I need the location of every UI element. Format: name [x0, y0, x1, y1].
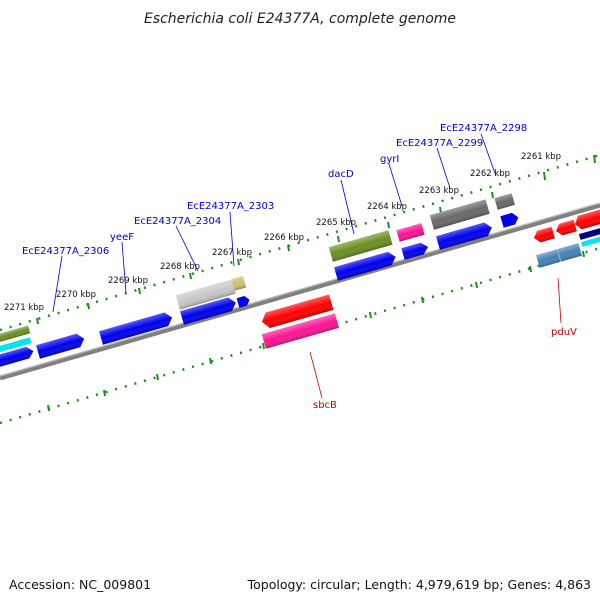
gene-label-ece-2306: EcE24377A_2306	[22, 246, 109, 257]
gene-ece-2299	[429, 199, 490, 230]
gene-navy-right	[578, 223, 600, 240]
kbp-label-2261: 2261 kbp	[521, 152, 561, 162]
gene-label-ece-2298: EcE24377A_2298	[440, 123, 527, 134]
gene-dacd	[328, 230, 393, 262]
kbp-label-2266: 2266 kbp	[264, 233, 304, 243]
kbp-label-2270: 2270 kbp	[56, 290, 96, 300]
gene-label-ece-2303: EcE24377A_2303	[187, 201, 274, 212]
gene-yeef	[99, 312, 173, 345]
gene-blue-2	[36, 333, 85, 359]
gene-left-cyan	[0, 337, 32, 358]
gene-blue-5	[401, 242, 428, 260]
gene-blue-3	[180, 297, 236, 325]
gene-blue-small-1	[236, 295, 250, 308]
gene-cyan-right	[581, 231, 600, 247]
gene-label-ece-2304: EcE24377A_2304	[134, 216, 221, 227]
kbp-label-2271: 2271 kbp	[4, 303, 44, 313]
gene-label-yeef: yeeF	[110, 232, 134, 243]
forward-strand-genes	[0, 193, 519, 368]
gene-ece-2303-khaki	[231, 275, 247, 291]
gene-pduv	[536, 243, 582, 268]
genome-summary-text: Topology: circular; Length: 4,979,619 bp…	[247, 577, 591, 592]
kbp-label-2262: 2262 kbp	[470, 169, 510, 179]
gene-red-right-1	[534, 226, 555, 243]
gene-label-dacd: dacD	[328, 169, 354, 180]
gene-red-right-2	[556, 219, 577, 236]
gene-gyri	[396, 223, 425, 242]
map-title: Escherichia coli E24377A, complete genom…	[144, 11, 456, 27]
gene-red-right-3	[575, 206, 600, 230]
gene-ece-2298	[494, 193, 515, 210]
reverse-strand-genes	[261, 206, 600, 349]
gene-label-ece-2299: EcE24377A_2299	[396, 138, 483, 149]
lower-tick-rail	[0, 246, 600, 425]
kbp-label-2265: 2265 kbp	[316, 218, 356, 228]
gene-label-gyri: gyrI	[380, 154, 399, 165]
kbp-label-2269: 2269 kbp	[108, 276, 148, 286]
gene-ece-2304-light	[175, 279, 236, 310]
kbp-label-2267: 2267 kbp	[212, 248, 252, 258]
kbp-label-2264: 2264 kbp	[367, 202, 407, 212]
label-leader-lines	[52, 133, 562, 399]
gene-sbcb-red	[262, 294, 334, 329]
gene-blue-1	[0, 346, 34, 368]
gene-left-olive	[0, 325, 31, 348]
gene-blue-small-2	[500, 212, 519, 228]
gene-label-pduv: pduV	[551, 327, 577, 338]
gene-sbcb	[261, 313, 339, 349]
gene-label-sbcb: sbcB	[313, 400, 337, 411]
upper-major-ticks	[36, 154, 596, 325]
gene-blue-6	[436, 222, 492, 250]
kbp-label-2263: 2263 kbp	[419, 186, 459, 196]
upper-tick-rail	[0, 153, 600, 332]
genome-backbone	[0, 202, 600, 381]
accession-text: Accession: NC_009801	[9, 577, 152, 592]
kbp-label-2268: 2268 kbp	[160, 262, 200, 272]
gene-blue-4	[334, 251, 396, 281]
